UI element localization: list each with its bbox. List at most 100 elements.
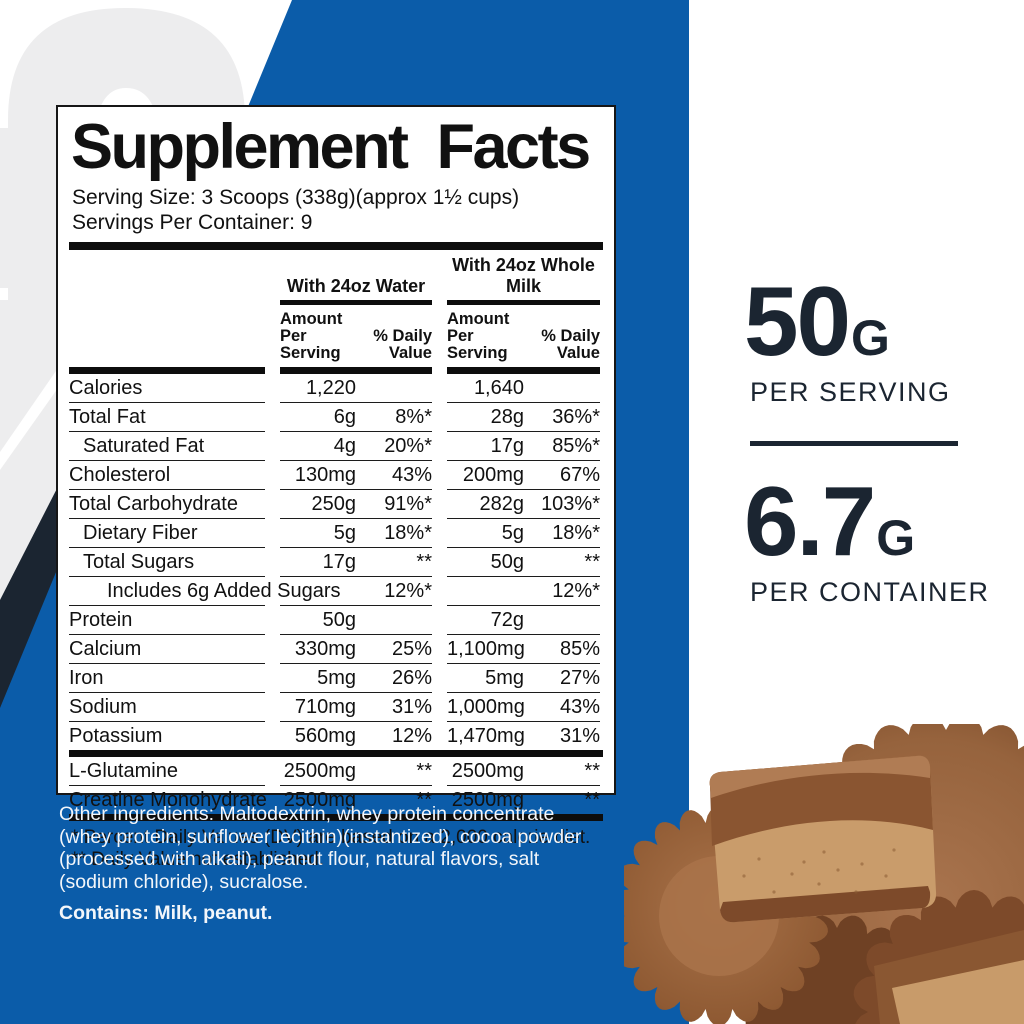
per-container-highlight: 6.7 G PER CONTAINER — [744, 466, 988, 608]
water-dv: 43% — [391, 464, 432, 487]
milk-amount: 50g — [490, 551, 524, 574]
milk-amount: 2500mg — [451, 760, 524, 783]
thick-rule — [69, 750, 603, 758]
milk-dv: 31% — [559, 725, 600, 748]
water-amount: 6g — [333, 406, 356, 429]
water-dv: 20%* — [384, 435, 432, 458]
nutrient-name: Dietary Fiber — [83, 522, 198, 545]
servings-per-container: Servings Per Container: 9 — [72, 211, 313, 235]
water-dv: ** — [416, 551, 432, 574]
water-amount: 330mg — [294, 638, 356, 661]
milk-dv: 67% — [559, 464, 600, 487]
milk-amount-header: Amount Per Serving — [447, 310, 510, 363]
nutrient-row: Creatine Monohydrate 2500mg ** 2500mg ** — [69, 786, 603, 814]
water-dv: 31% — [391, 696, 432, 719]
milk-dv: 85% — [559, 638, 600, 661]
water-dv: 12%* — [384, 580, 432, 603]
ingredients-block: Other ingredients: Maltodextrin, whey pr… — [59, 803, 611, 924]
milk-amount: 28g — [490, 406, 524, 429]
milk-amount: 17g — [490, 435, 524, 458]
water-dv: ** — [416, 789, 432, 812]
milk-amount: 1,470mg — [447, 725, 525, 748]
serving-size: Serving Size: 3 Scoops (338g)(approx 1½ … — [72, 186, 520, 210]
footnote-not-established: ** Daily Value not established. — [71, 849, 325, 871]
nutrient-name: Total Sugars — [83, 551, 195, 574]
milk-amount: 282g — [479, 493, 525, 516]
milk-column-header: With 24oz Whole Milk — [452, 255, 595, 297]
nutrient-name: Sodium — [69, 696, 137, 719]
nutrient-name: Calcium — [69, 638, 142, 661]
milk-dv: 12%* — [552, 580, 600, 603]
milk-dv: 85%* — [552, 435, 600, 458]
nutrient-name: Calories — [69, 377, 143, 400]
other-ingredients-text: Other ingredients: Maltodextrin, whey pr… — [59, 803, 582, 893]
milk-dv: 43% — [559, 696, 600, 719]
nutrient-row: Total Fat 6g 8%* 28g 36%* — [69, 403, 603, 433]
water-column-header: With 24oz Water — [286, 276, 426, 297]
supplement-facts-panel: Supplement Facts Serving Size: 3 Scoops … — [56, 105, 616, 870]
water-dv: ** — [416, 760, 432, 783]
highlight-divider — [750, 441, 958, 446]
nutrient-row: Sodium 710mg 31% 1,000mg 43% — [69, 693, 603, 723]
water-dv-header: % Daily Value — [373, 327, 432, 363]
milk-group-rule — [447, 300, 600, 306]
nutrient-row: Iron 5mg 26% 5mg 27% — [69, 664, 603, 694]
milk-amount: 1,640 — [473, 377, 524, 400]
nutrient-row: Saturated Fat 4g 20%* 17g 85%* — [69, 432, 603, 462]
nutrient-row: Total Sugars 17g ** 50g ** — [69, 548, 603, 578]
milk-amount: 5mg — [485, 667, 524, 690]
column-group-headers: With 24oz Water With 24oz Whole Milk — [69, 250, 603, 300]
nutrient-row: L-Glutamine 2500mg ** 2500mg ** — [69, 757, 603, 787]
nutrition-table-body: Calories 1,220 1,640 Total Fat 6g 8%* 28g 36%* S… — [69, 374, 603, 822]
peanut-butter-cups-photo — [624, 724, 1024, 1024]
panel-title: Supplement Facts — [71, 112, 591, 182]
sub-headers: Amount Per Serving % Daily Value Amount … — [69, 305, 603, 366]
water-dv: 18%* — [384, 522, 432, 545]
per-container-unit: G — [876, 510, 916, 566]
nutrient-row: Protein 50g 72g — [69, 606, 603, 636]
milk-amount: 5g — [501, 522, 524, 545]
nutrient-name: Iron — [69, 667, 104, 690]
water-amount: 250g — [311, 493, 357, 516]
water-amount: 17g — [322, 551, 356, 574]
nutrient-name: Creatine Monohydrate — [69, 789, 267, 812]
nutrient-row: Potassium 560mg 12% 1,470mg 31% — [69, 722, 603, 750]
milk-amount: 200mg — [462, 464, 524, 487]
water-dv: 12% — [391, 725, 432, 748]
water-amount: 5g — [333, 522, 356, 545]
nutrient-row: Dietary Fiber 5g 18%* 5g 18%* — [69, 519, 603, 549]
milk-amount: 1,100mg — [447, 638, 525, 661]
thick-rule — [69, 814, 603, 822]
milk-dv: ** — [584, 551, 600, 574]
per-serving-value: 50 — [744, 266, 851, 376]
milk-dv: ** — [584, 760, 600, 783]
water-amount-header: Amount Per Serving — [280, 310, 343, 363]
milk-dv: 36%* — [552, 406, 600, 429]
per-serving-caption: PER SERVING — [750, 377, 951, 407]
milk-dv-header: % Daily Value — [541, 327, 600, 363]
nutrient-row: Calories 1,220 1,640 — [69, 374, 603, 404]
milk-dv: ** — [584, 789, 600, 812]
water-amount: 130mg — [294, 464, 356, 487]
water-dv: 8%* — [395, 406, 432, 429]
nutrient-name: Includes 6g Added Sugars — [107, 580, 341, 603]
water-amount: 1,220 — [305, 377, 356, 400]
milk-amount: 1,000mg — [447, 696, 525, 719]
per-serving-highlight: 50 G PER SERVING — [744, 266, 984, 408]
water-dv: 25% — [391, 638, 432, 661]
milk-dv: 27% — [559, 667, 600, 690]
milk-dv: 103%* — [541, 493, 600, 516]
allergen-statement: Contains: Milk, peanut. — [59, 902, 273, 924]
water-amount: 50g — [322, 609, 356, 632]
thick-rule-top — [69, 242, 603, 251]
water-amount: 2500mg — [283, 789, 356, 812]
water-amount: 4g — [333, 435, 356, 458]
nutrient-name: Protein — [69, 609, 133, 632]
nutrient-name: Potassium — [69, 725, 163, 748]
water-amount: 560mg — [294, 725, 356, 748]
footnotes: * Percent Daily Values (DV) are based on… — [71, 827, 603, 871]
protein-highlights: 50 G PER SERVING 6.7 G PER CONTAINER — [744, 266, 988, 608]
milk-dv: 18%* — [552, 522, 600, 545]
per-container-value: 6.7 — [744, 466, 876, 576]
